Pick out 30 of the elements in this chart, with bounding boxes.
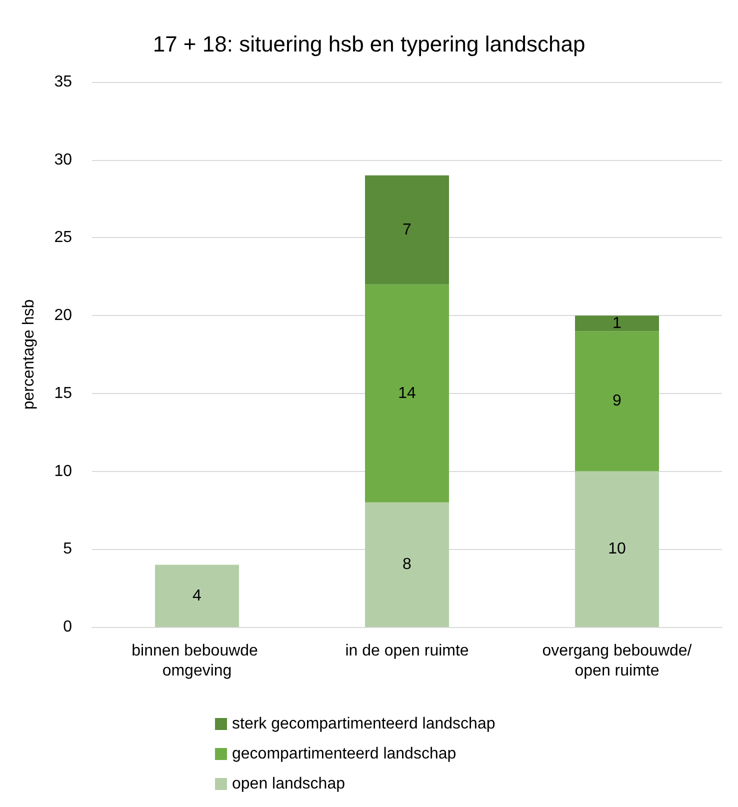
x-tick-label: overgang bebouwde/open ruimte — [542, 642, 692, 680]
y-tick-label: 25 — [54, 229, 72, 246]
bar — [365, 175, 449, 284]
bar — [365, 284, 449, 502]
y-tick-label: 5 — [63, 540, 72, 558]
legend-label: sterk gecompartimenteerd landschap — [232, 716, 496, 732]
data-label: 1 — [612, 314, 622, 332]
bar — [575, 331, 659, 472]
data-label: 10 — [608, 540, 626, 558]
legend-label: gecompartimenteerd landschap — [232, 746, 456, 762]
data-label: 7 — [402, 221, 412, 238]
y-axis-title: percentage hsb — [20, 299, 38, 410]
y-tick-label: 30 — [54, 151, 72, 168]
bar — [575, 316, 659, 332]
data-label: 8 — [402, 556, 412, 574]
x-tick-label: in de open ruimte — [345, 642, 469, 660]
y-tick-label: 20 — [54, 307, 72, 324]
x-tick-label: binnen bebouwde omgeving — [132, 642, 262, 680]
legend-label: open landschap — [232, 776, 346, 792]
y-tick-label: 35 — [54, 74, 72, 90]
data-label: 9 — [612, 392, 622, 410]
bar — [155, 564, 239, 627]
bar — [365, 502, 449, 627]
data-label: 14 — [398, 384, 416, 402]
y-tick-label: 15 — [54, 384, 72, 402]
y-tick-label: 10 — [54, 462, 72, 480]
chart-title: 17 + 18: situering hsb en typering landschap — [152, 32, 586, 56]
bar — [575, 471, 659, 627]
y-tick-label: 0 — [63, 618, 72, 636]
data-label: 4 — [192, 587, 202, 604]
